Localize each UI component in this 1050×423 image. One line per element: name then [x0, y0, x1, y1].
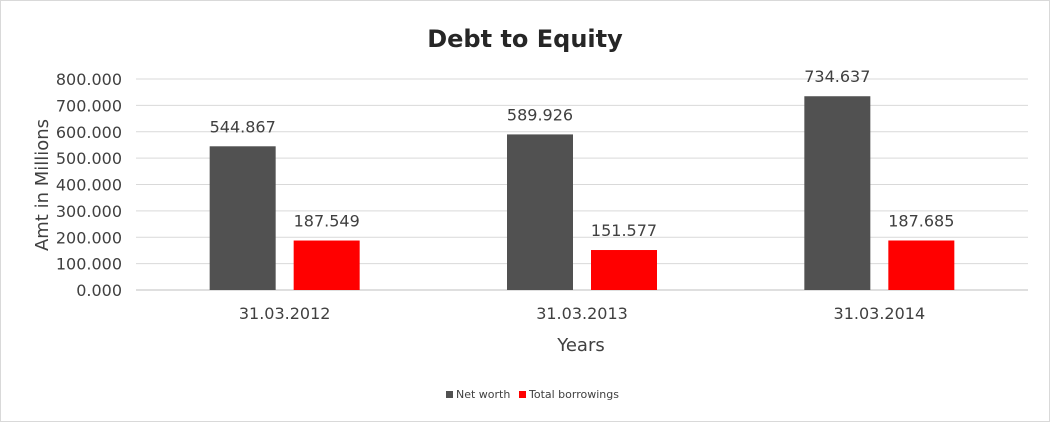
bars — [209, 96, 955, 290]
x-axis-label: Years — [556, 335, 605, 356]
data-label: 187.549 — [294, 212, 360, 231]
y-axis-label: Amt in Millions — [32, 119, 53, 251]
legend-swatch — [519, 391, 526, 398]
y-tick-label: 100.000 — [56, 255, 122, 274]
y-axis-ticks: 0.000 100.000 200.000 300.000 400.000 500.000… — [56, 70, 122, 300]
y-tick-label: 0.000 — [76, 281, 122, 300]
y-tick-label: 200.000 — [56, 228, 122, 247]
data-labels: 544.867 187.549 589.926 151.577 734.637 187.6… — [210, 67, 955, 240]
x-tick-label: 31.03.2012 — [239, 304, 331, 323]
gridlines — [136, 78, 1028, 291]
y-tick-label: 300.000 — [56, 202, 122, 221]
y-tick-label: 800.000 — [56, 70, 122, 89]
bar — [591, 250, 657, 290]
legend-label: Net worth — [456, 388, 510, 401]
bar — [888, 240, 955, 290]
legend-label: Total borrowings — [528, 388, 619, 401]
data-label: 589.926 — [507, 105, 573, 124]
bar — [507, 134, 573, 290]
y-tick-label: 600.000 — [56, 123, 122, 142]
data-label: 734.637 — [804, 67, 870, 86]
chart-title: Debt to Equity — [427, 25, 623, 53]
bar — [209, 146, 276, 290]
bar — [293, 240, 360, 290]
data-label: 187.685 — [888, 211, 954, 230]
x-tick-label: 31.03.2013 — [536, 304, 628, 323]
legend: Net worth Total borrowings — [446, 388, 619, 401]
y-tick-label: 500.000 — [56, 149, 122, 168]
x-tick-label: 31.03.2014 — [834, 304, 926, 323]
data-label: 151.577 — [591, 221, 657, 240]
y-tick-label: 400.000 — [56, 176, 122, 195]
legend-swatch — [446, 391, 453, 398]
x-axis-ticks: 31.03.2012 31.03.2013 31.03.2014 — [239, 304, 925, 323]
bar — [804, 96, 871, 290]
data-label: 544.867 — [210, 117, 276, 136]
y-tick-label: 700.000 — [56, 96, 122, 115]
